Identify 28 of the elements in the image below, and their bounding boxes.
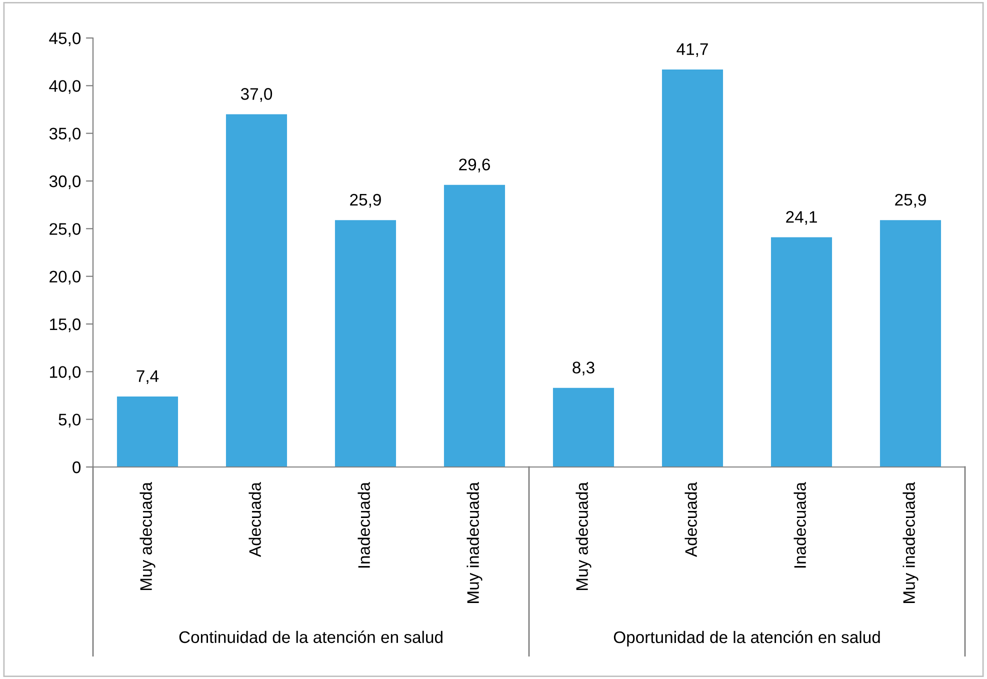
data-label: 37,0 [240,88,272,102]
y-tick-label: 5,0 [58,414,81,428]
y-tick-label: 20,0 [50,270,81,285]
x-tick-label: Adecuada [684,482,697,558]
y-tick-label: 10,0 [50,366,81,380]
x-tick-label: Inadecuada [794,482,806,568]
x-tick-label: Inadecuada [358,482,370,568]
data-label: 24,1 [786,211,817,225]
x-tick-label: Muy adecuada [576,482,592,590]
x-tick-label: Muy inadecuada [466,482,482,603]
y-tick-label: 30,0 [49,175,81,190]
data-label: 8,3 [572,362,594,376]
data-label: 25,9 [350,194,381,208]
data-label: 7,4 [136,370,159,384]
y-tick-label: 15,0 [50,318,81,332]
y-tick-label: 35,0 [49,128,81,142]
x-tick-label: Muy adecuada [140,482,156,590]
y-tick-label: 45,0 [49,32,81,46]
data-label: 25,9 [895,194,926,208]
y-tick-label: 25,0 [50,223,81,237]
x-tick-label: Muy inadecuada [902,482,918,603]
y-tick-label: 40,0 [49,80,81,94]
data-label: 29,6 [459,158,490,172]
y-tick-label: 0 [72,461,81,474]
text: Oportunidad de la atención en salud [614,630,880,646]
data-label: 41,7 [676,43,708,58]
text: Continuidad de la atención en salud [179,630,442,644]
x-tick-label: Adecuada [248,482,261,558]
